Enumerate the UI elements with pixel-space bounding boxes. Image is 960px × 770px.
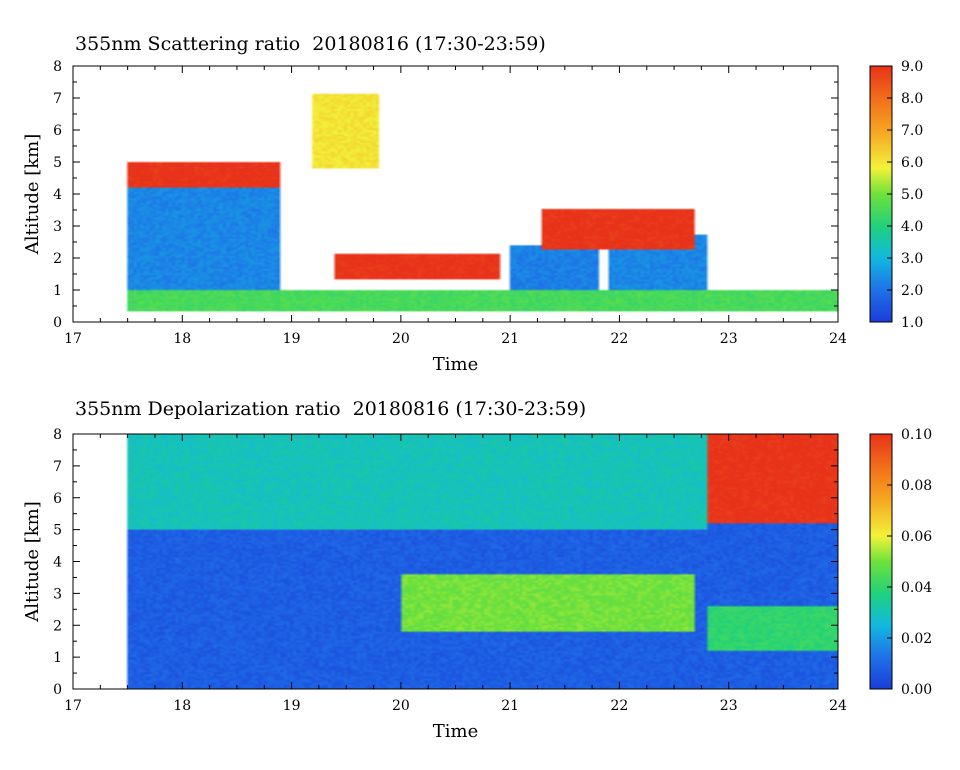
colorbar-tick-label: 9.0 [901, 59, 923, 75]
y-tick-label: 5 [53, 155, 62, 171]
colorbar-tick-label: 6.0 [901, 155, 923, 171]
x-axis-label: Time [433, 721, 478, 742]
y-tick-label: 7 [53, 459, 62, 475]
colorbar [869, 433, 893, 690]
y-axis-label: Altitude [km] [22, 501, 43, 623]
y-tick-label: 3 [53, 586, 62, 602]
colorbar-tick-label: 0.04 [901, 580, 932, 596]
y-tick-label: 0 [53, 315, 62, 331]
colorbar-tick-label: 0.06 [901, 529, 932, 545]
y-tick-label: 5 [53, 523, 62, 539]
x-tick-label: 24 [829, 698, 847, 714]
y-axis-label: Altitude [km] [22, 134, 43, 256]
colorbar-tick-label: 2.0 [901, 283, 923, 299]
colorbar-tick-label: 4.0 [901, 219, 923, 235]
y-tick-label: 2 [53, 251, 62, 267]
y-tick-label: 8 [53, 59, 62, 75]
chart-title-scattering: 355nm Scattering ratio 20180816 (17:30-2… [75, 33, 546, 55]
heatmap-field-1 [73, 434, 838, 689]
x-tick-label: 21 [501, 698, 519, 714]
y-tick-label: 6 [53, 123, 62, 139]
x-tick-label: 23 [720, 698, 738, 714]
x-tick-label: 17 [64, 698, 82, 714]
x-tick-label: 19 [283, 698, 301, 714]
y-tick-label: 4 [53, 187, 62, 203]
x-tick-label: 21 [501, 331, 519, 347]
colorbar-tick-label: 1.0 [901, 315, 923, 331]
x-tick-label: 22 [611, 698, 629, 714]
x-tick-label: 24 [829, 331, 847, 347]
colorbar-tick-label: 8.0 [901, 91, 923, 107]
y-tick-label: 8 [53, 427, 62, 443]
colorbar-tick-label: 7.0 [901, 123, 923, 139]
x-tick-label: 18 [173, 331, 191, 347]
y-tick-label: 3 [53, 219, 62, 235]
x-tick-label: 20 [392, 698, 410, 714]
chart-title-depolarization: 355nm Depolarization ratio 20180816 (17:… [75, 398, 587, 420]
colorbar-tick-label: 3.0 [901, 251, 923, 267]
y-tick-label: 0 [53, 682, 62, 698]
x-tick-label: 20 [392, 331, 410, 347]
x-axis-label: Time [433, 354, 478, 375]
x-tick-label: 17 [64, 331, 82, 347]
colorbar-tick-label: 5.0 [901, 187, 923, 203]
x-tick-label: 18 [173, 698, 191, 714]
x-tick-label: 22 [611, 331, 629, 347]
colorbar-tick-label: 0.10 [901, 427, 932, 443]
y-tick-label: 7 [53, 91, 62, 107]
y-tick-label: 6 [53, 491, 62, 507]
x-tick-label: 19 [283, 331, 301, 347]
y-tick-label: 2 [53, 618, 62, 634]
x-tick-label: 23 [720, 331, 738, 347]
y-tick-label: 1 [53, 283, 62, 299]
colorbar-tick-label: 0.00 [901, 682, 932, 698]
heatmap-field-0 [73, 66, 838, 322]
colorbar-tick-label: 0.08 [901, 478, 932, 494]
y-tick-label: 1 [53, 650, 62, 666]
colorbar-tick-label: 0.02 [901, 631, 932, 647]
y-tick-label: 4 [53, 555, 62, 571]
